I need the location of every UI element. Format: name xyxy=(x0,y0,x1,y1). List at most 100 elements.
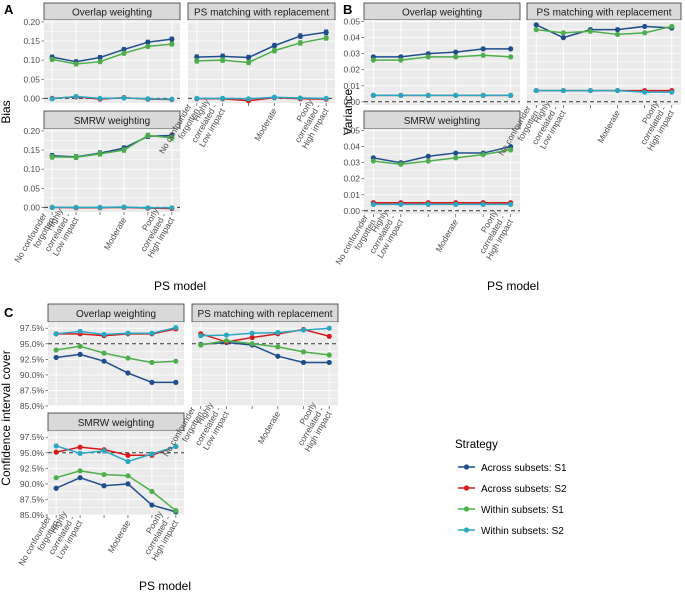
data-point xyxy=(370,201,376,207)
data-point xyxy=(149,502,155,508)
chart-a-xlabel: PS model xyxy=(154,279,206,293)
data-point xyxy=(73,61,79,67)
data-point xyxy=(425,54,431,60)
x-tick-label: Moderate xyxy=(252,106,279,142)
data-point xyxy=(194,58,200,64)
data-point xyxy=(480,46,486,52)
x-tick-label: Poorlycorrelated -High impact xyxy=(287,400,334,454)
y-tick-label: 0.04 xyxy=(343,142,360,152)
data-point xyxy=(271,94,278,100)
data-point xyxy=(275,353,281,359)
series-within-subsets-s1 xyxy=(49,132,175,161)
y-tick-label: 0.20 xyxy=(23,17,40,27)
series-line xyxy=(200,341,330,364)
panel-background xyxy=(364,20,520,105)
data-point xyxy=(121,50,127,56)
data-point xyxy=(425,201,431,207)
data-point xyxy=(125,481,131,487)
data-point xyxy=(101,483,107,489)
data-point xyxy=(145,43,151,49)
chart-c-panel-2: PS matching with replacement xyxy=(191,303,339,407)
series-line xyxy=(52,134,172,159)
data-point xyxy=(220,95,226,102)
series-within-subsets-s1 xyxy=(370,52,514,63)
data-point xyxy=(249,334,255,341)
chart-c-xlabel: PS model xyxy=(139,579,191,593)
x-tick-label: Moderate xyxy=(102,215,129,251)
series-within-subsets-s1 xyxy=(533,23,675,38)
y-tick-label: 90.0% xyxy=(20,479,45,489)
panel-title: SMRW weighting xyxy=(404,116,481,127)
legend-key-dot xyxy=(463,485,470,491)
data-point xyxy=(249,330,255,336)
y-tick-label: 0.04 xyxy=(343,33,360,43)
series-within-subsets-s2 xyxy=(53,325,179,338)
y-tick-label: 90.0% xyxy=(20,370,45,380)
series-line xyxy=(200,328,330,343)
series-line xyxy=(196,37,327,64)
data-point xyxy=(300,359,307,366)
panel-title: Overlap weighting xyxy=(402,8,482,19)
data-point xyxy=(508,201,514,207)
figure-letter-b: B xyxy=(343,2,352,17)
series-line xyxy=(373,48,511,58)
series-within-subsets-s2 xyxy=(49,204,175,211)
y-tick-label: 0.15 xyxy=(23,145,40,155)
data-point xyxy=(149,451,155,457)
data-point xyxy=(101,350,107,356)
panel-title: Overlap weighting xyxy=(76,309,156,320)
series-within-subsets-s1 xyxy=(194,35,329,66)
legend-key-dot xyxy=(463,506,470,512)
y-tick-label: 0.20 xyxy=(23,126,40,136)
y-tick-label: 92.5% xyxy=(20,354,45,364)
series-line xyxy=(52,95,172,100)
data-point xyxy=(53,331,59,337)
y-tick-label: 0.03 xyxy=(343,49,360,59)
data-point xyxy=(121,147,127,153)
series-line xyxy=(55,445,177,463)
series-line xyxy=(536,25,672,36)
data-point xyxy=(53,485,59,491)
series-within-subsets-s1 xyxy=(370,147,514,167)
chart-b-panel-3: SMRW weighting 0.00 0.01 0.02 0.03 0.04 0.05 xyxy=(343,110,521,216)
data-point xyxy=(145,96,151,102)
data-point xyxy=(220,57,226,63)
panel-title: SMRW weighting xyxy=(74,116,151,127)
panel-background xyxy=(44,129,180,212)
legend-label: Within subsets: S1 xyxy=(481,505,564,516)
series-across-subsets-s1 xyxy=(53,475,179,515)
x-tick-label: Poorlycorrelated -High impact xyxy=(629,99,676,153)
legend: Strategy Across subsets: S1 Across subse… xyxy=(455,439,567,537)
data-point xyxy=(587,28,594,34)
data-point xyxy=(398,92,404,98)
y-tick-label: 0.01 xyxy=(343,81,360,91)
data-point xyxy=(508,92,514,98)
series-within-subsets-s2 xyxy=(53,443,179,465)
data-point xyxy=(245,54,252,61)
data-point xyxy=(173,325,179,331)
data-point xyxy=(453,54,459,60)
data-point xyxy=(149,359,155,366)
series-line xyxy=(535,24,672,39)
data-point xyxy=(223,332,230,338)
panel-title: Overlap weighting xyxy=(72,8,152,19)
data-point xyxy=(77,328,83,334)
data-point xyxy=(97,151,103,157)
data-point xyxy=(614,87,621,94)
y-tick-label: 0.05 xyxy=(343,17,360,27)
y-tick-label: 87.5% xyxy=(20,494,45,504)
chart-b-panel-2: PS matching with replacement xyxy=(526,2,682,105)
legend-label: Across subsets: S1 xyxy=(481,463,567,474)
panel-title: SMRW weighting xyxy=(78,418,155,429)
y-tick-label: 97.5% xyxy=(20,432,45,442)
chart-b-ylabel: Variance xyxy=(341,88,355,135)
data-point xyxy=(101,448,107,454)
data-point xyxy=(149,379,155,385)
data-point xyxy=(275,329,281,336)
data-point xyxy=(173,358,179,364)
data-point xyxy=(73,154,79,160)
x-tick-label: Moderate xyxy=(106,518,133,554)
data-point xyxy=(198,342,204,348)
legend-key-dot xyxy=(463,464,470,470)
